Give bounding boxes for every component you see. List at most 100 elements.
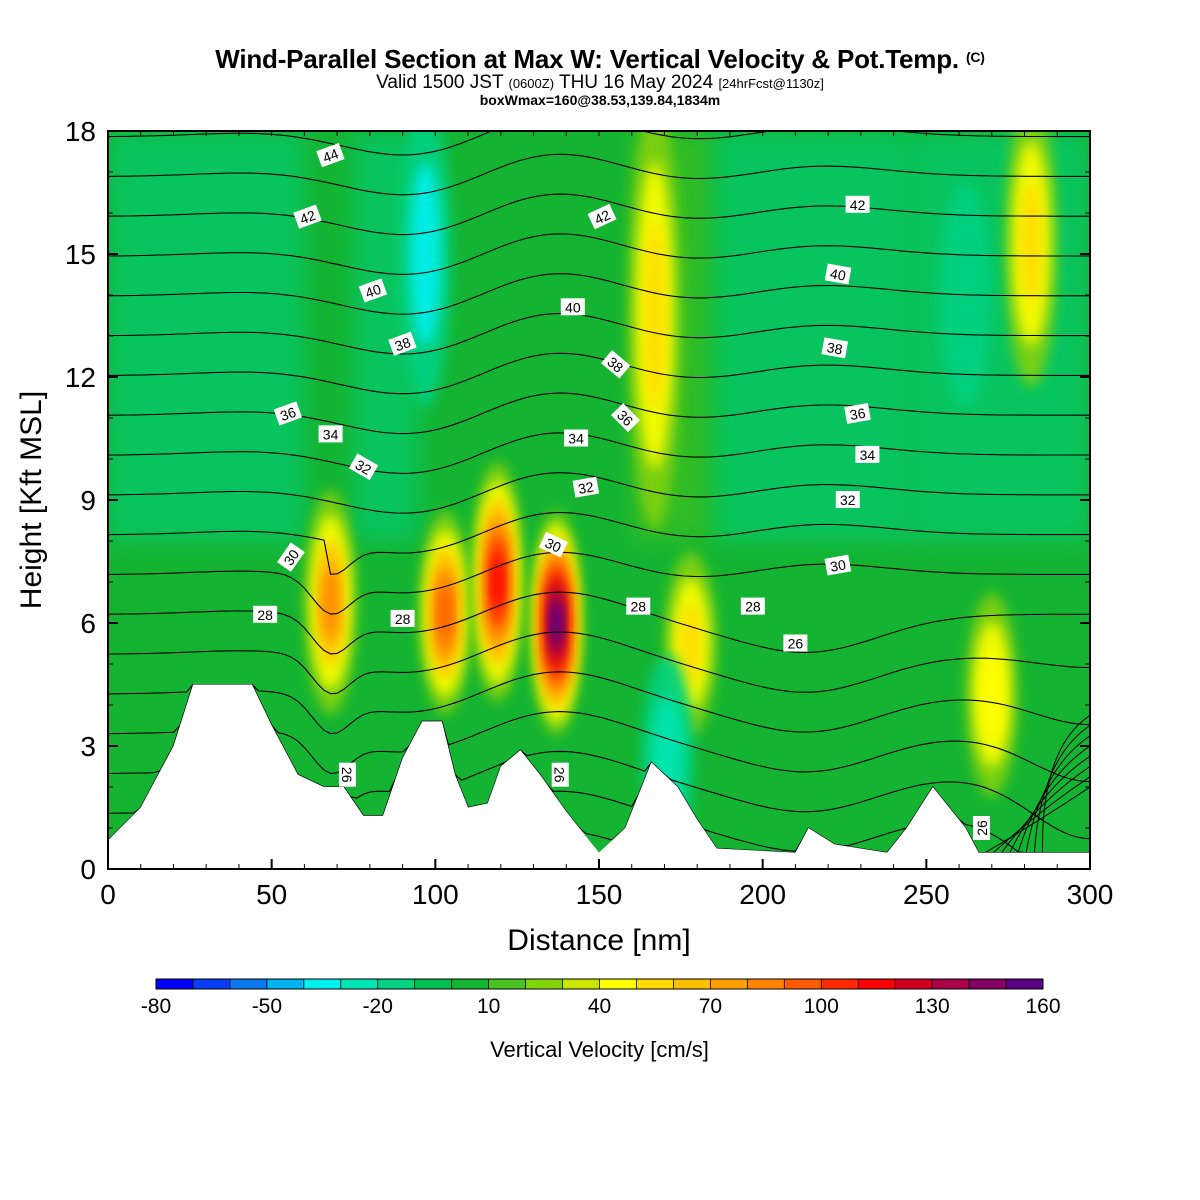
theta-label-text: 34: [860, 447, 876, 463]
colorbar-tick-label: 70: [699, 995, 722, 1018]
theta-label-box: [358, 278, 388, 303]
theta-label-text: 28: [745, 599, 761, 615]
theta-label: 42: [845, 195, 870, 213]
theta-label-text: 42: [592, 206, 613, 227]
theta-label: 28: [626, 597, 651, 615]
colorbar-segment: [266, 979, 305, 989]
theta-label-box: [601, 350, 631, 379]
y-tick-label: 15: [65, 239, 96, 270]
colorbar: -80 -50 -20 10 40 70 100 130 160 Vertical Velocit…: [141, 978, 1061, 1062]
theta-label: 38: [821, 337, 849, 359]
theta-label-text: 40: [829, 265, 847, 283]
terrain-mask: [108, 684, 1090, 869]
y-tick-label: 9: [80, 485, 96, 516]
colorbar-segment: [858, 979, 896, 989]
theta-label-box: [277, 542, 305, 572]
x-axis-title: Distance [nm]: [507, 924, 690, 957]
chart-subtitle-box-wmax: boxWmax=160@38.53,139.84,1834m: [479, 92, 721, 108]
theta-label: 42: [587, 203, 617, 230]
updraft-column: [491, 554, 504, 610]
theta-label-text: 30: [543, 535, 564, 556]
colorbar-tick-label: -20: [363, 995, 393, 1018]
colorbar-segment: [821, 979, 859, 989]
velocity-band: [713, 131, 910, 541]
theta-label: 38: [601, 350, 631, 379]
colorbar-segment: [377, 979, 416, 989]
y-tick-label: 12: [65, 362, 96, 393]
colorbar-segment: [747, 979, 785, 989]
y-tick-label: 6: [80, 608, 96, 639]
colorbar-segment: [599, 979, 637, 989]
theta-label: 26: [783, 634, 808, 652]
theta-label: 32: [348, 453, 379, 481]
theta-contour: [108, 233, 1090, 275]
y-axis-title: Height [Kft MSL]: [15, 391, 48, 609]
theta-label-text: 28: [257, 607, 273, 623]
theta-label-text: 42: [298, 207, 318, 227]
theta-label-box: [564, 429, 589, 447]
theta-label-box: [293, 204, 322, 229]
colorbar-segment: [525, 979, 564, 989]
subtitle-valid: Valid 1500 JST: [376, 72, 504, 93]
title-main: Wind-Parallel Section at Max W: Vertical…: [215, 44, 959, 74]
theta-label-text: 28: [630, 599, 646, 615]
theta-contour: [108, 551, 1090, 615]
theta-contour: [108, 432, 1090, 474]
theta-label-text: 28: [395, 611, 411, 627]
x-tick-label: 200: [739, 879, 786, 910]
theta-label-box: [572, 476, 600, 498]
theta-contour: [108, 472, 1090, 514]
theta-contour: [108, 273, 1090, 315]
colorbar-segment: [488, 979, 527, 989]
theta-label: 40: [824, 263, 852, 285]
theta-label-text: 36: [278, 404, 298, 424]
x-tick-label: 150: [576, 879, 623, 910]
theta-label: 36: [273, 401, 303, 426]
theta-label-box: [845, 195, 870, 213]
theta-label-box: [835, 491, 860, 508]
theta-label: 42: [293, 204, 322, 229]
theta-label-text: 42: [850, 197, 866, 213]
theta-label-box: [855, 445, 880, 463]
x-tick-label: 50: [256, 879, 287, 910]
colorbar-segment: [1006, 979, 1044, 989]
theta-label-box: [783, 634, 808, 652]
theta-label: 32: [835, 491, 860, 508]
colorbar-segment: [784, 979, 822, 989]
theta-contour: [1042, 714, 1090, 853]
updraft-column: [643, 223, 666, 408]
colorbar-segment: [969, 979, 1007, 989]
theta-contour: [1001, 766, 1090, 853]
updraft-column: [1019, 182, 1043, 305]
theta-label: 44: [316, 143, 345, 168]
theta-label-box: [611, 403, 641, 433]
colorbar-tick-label: 100: [804, 995, 839, 1018]
theta-label-box: [253, 605, 278, 623]
y-tick-label: 3: [80, 731, 96, 762]
theta-label: 40: [358, 278, 388, 303]
theta-label-text: 26: [552, 767, 568, 783]
theta-label-text: 38: [826, 339, 844, 357]
colorbar-segment: [303, 979, 342, 989]
updraft-column: [980, 651, 1003, 739]
updraft-column: [438, 585, 453, 641]
colorbar-segment: [673, 979, 711, 989]
chart-title: Wind-Parallel Section at Max W: Vertical…: [0, 44, 1200, 75]
theta-contour: [1009, 755, 1090, 853]
colorbar-title: Vertical Velocity [cm/s]: [490, 1037, 709, 1062]
theta-contour: [108, 312, 1090, 355]
theta-contour: [108, 352, 1090, 395]
x-tick-label: 0: [100, 879, 116, 910]
y-tick-label: 0: [80, 854, 96, 885]
theta-contour: [993, 776, 1090, 853]
theta-label-box: [551, 762, 569, 787]
colorbar-segment: [414, 979, 453, 989]
theta-label-box: [560, 298, 585, 316]
theta-label-text: 26: [788, 636, 804, 652]
theta-label: 30: [824, 554, 852, 576]
theta-contour: [984, 786, 1090, 854]
theta-label-box: [318, 425, 343, 443]
colorbar-tick-label: 10: [477, 995, 500, 1018]
theta-label: 40: [560, 298, 585, 316]
